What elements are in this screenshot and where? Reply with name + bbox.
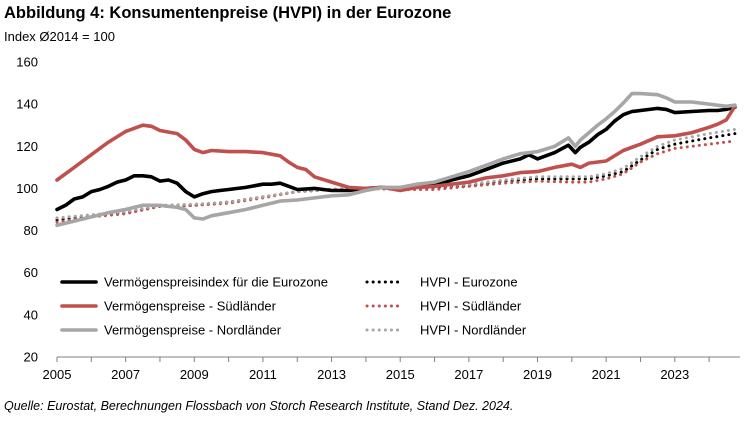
x-tick-label: 2013: [317, 367, 346, 382]
x-axis: 2005 2007 2009 2011 2013 2015 2017 2019 2021 2023: [43, 356, 740, 382]
legend-label-3: Vermögenspreise - Nordländer: [104, 323, 282, 338]
y-tick-label: 120: [16, 139, 38, 154]
x-tick-label: 2009: [180, 367, 209, 382]
y-tick-label: 160: [16, 55, 38, 70]
y-tick-label: 100: [16, 181, 38, 196]
y-tick-label: 140: [16, 97, 38, 112]
series-line-6: [55, 127, 737, 220]
series-layer: [55, 91, 737, 228]
legend-label-5: HVPI - Südländer: [420, 299, 522, 314]
y-tick-label: 20: [24, 350, 38, 365]
series-line-5: [55, 139, 737, 224]
y-axis-unit-label: Index Ø2014 = 100: [4, 29, 115, 44]
x-tick-label: 2005: [43, 367, 72, 382]
x-tick-label: 2017: [454, 367, 483, 382]
legend: Vermögenspreisindex für die Eurozone Verm…: [60, 275, 527, 338]
y-tick-label: 40: [24, 307, 38, 322]
x-tick-label: 2019: [523, 367, 552, 382]
series-line-1: [55, 105, 737, 212]
chart-title: Abbildung 4: Konsumentenpreise (HVPI) in…: [4, 4, 452, 22]
y-tick-label: 60: [24, 265, 38, 280]
source-note: Quelle: Eurostat, Berechnungen Flossbach…: [4, 399, 514, 413]
legend-label-1: Vermögenspreisindex für die Eurozone: [104, 275, 328, 290]
legend-label-6: HVPI - Nordländer: [420, 323, 527, 338]
x-tick-label: 2015: [386, 367, 415, 382]
legend-label-4: HVPI - Eurozone: [420, 275, 518, 290]
y-axis: 20 40 60 80 100 120 140 160: [16, 55, 38, 365]
x-tick-label: 2021: [592, 367, 621, 382]
x-tick-label: 2007: [111, 367, 140, 382]
x-tick-label: 2023: [660, 367, 689, 382]
y-tick-label: 80: [24, 223, 38, 238]
series-line-2: [55, 104, 737, 193]
series-line-3: [55, 91, 737, 228]
legend-label-2: Vermögenspreise - Südländer: [104, 299, 277, 314]
x-tick-label: 2011: [249, 367, 277, 382]
